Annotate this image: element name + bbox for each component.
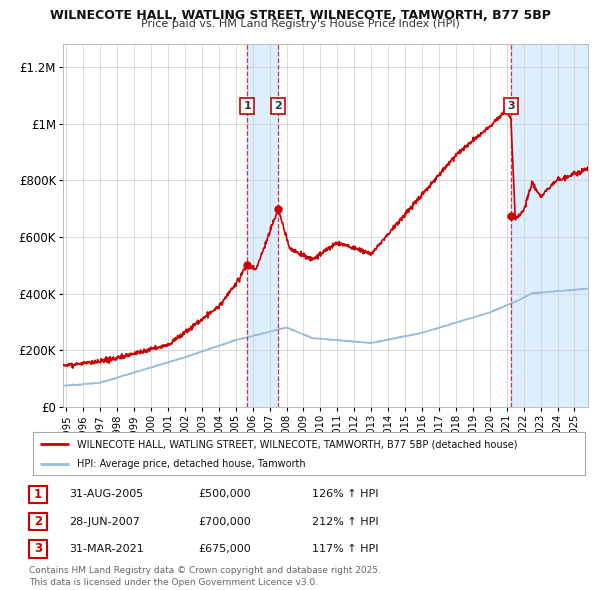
Text: WILNECOTE HALL, WATLING STREET, WILNECOTE, TAMWORTH, B77 5BP (detached house): WILNECOTE HALL, WATLING STREET, WILNECOT… [77,440,518,450]
Text: 3: 3 [507,101,515,111]
Text: HPI: Average price, detached house, Tamworth: HPI: Average price, detached house, Tamw… [77,460,306,469]
Text: 3: 3 [34,542,42,555]
Text: 212% ↑ HPI: 212% ↑ HPI [312,517,379,526]
Text: 31-AUG-2005: 31-AUG-2005 [69,490,143,499]
Text: £700,000: £700,000 [198,517,251,526]
Text: 2: 2 [274,101,282,111]
Text: WILNECOTE HALL, WATLING STREET, WILNECOTE, TAMWORTH, B77 5BP: WILNECOTE HALL, WATLING STREET, WILNECOT… [50,9,550,22]
Text: 1: 1 [34,488,42,501]
Text: 2: 2 [34,515,42,528]
Text: 1: 1 [243,101,251,111]
Bar [247,44,278,407]
Text: £675,000: £675,000 [198,544,251,553]
Text: Contains HM Land Registry data © Crown copyright and database right 2025.
This d: Contains HM Land Registry data © Crown c… [29,566,380,587]
Text: Price paid vs. HM Land Registry's House Price Index (HPI): Price paid vs. HM Land Registry's House … [140,19,460,30]
Bar [511,44,588,407]
Text: 31-MAR-2021: 31-MAR-2021 [69,544,144,553]
Text: 126% ↑ HPI: 126% ↑ HPI [312,490,379,499]
Text: 117% ↑ HPI: 117% ↑ HPI [312,544,379,553]
Text: 28-JUN-2007: 28-JUN-2007 [69,517,140,526]
Text: £500,000: £500,000 [198,490,251,499]
